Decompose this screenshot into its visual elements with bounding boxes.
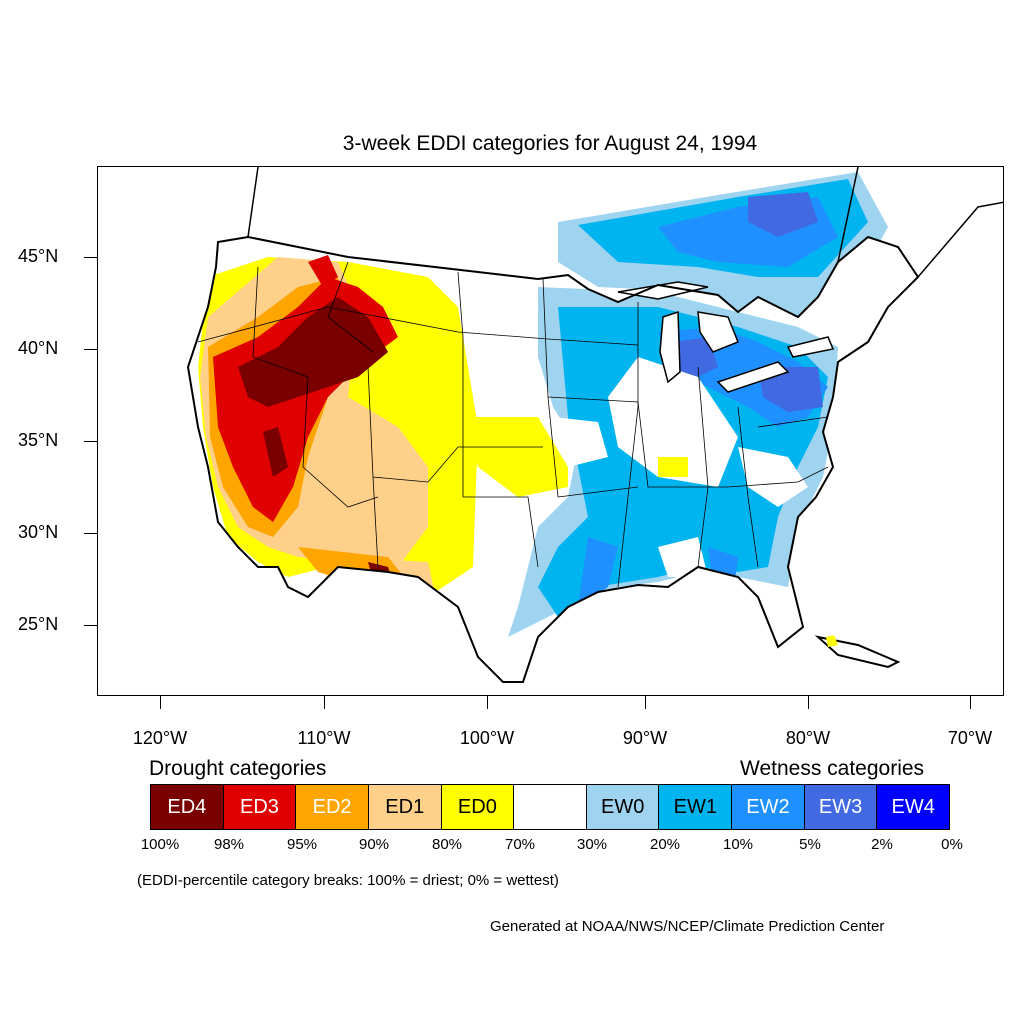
lon-label-90w: 90°W [622, 728, 668, 748]
legend-break: 30% [576, 836, 608, 853]
lon-tick [487, 696, 488, 709]
swatch-label: ED1 [385, 795, 425, 818]
lat-label-35: 35°N [18, 430, 59, 450]
legend-break: 0% [941, 836, 963, 853]
lon-tick [324, 696, 325, 709]
lon-tick [808, 696, 809, 709]
map-panel [97, 166, 1004, 696]
legend-break: 100% [140, 836, 180, 853]
lat-tick [84, 625, 97, 626]
swatch-label: ED4 [167, 795, 207, 818]
legend-swatch-ed4: ED4 [151, 785, 224, 829]
legend-swatch-ew1: EW1 [659, 785, 733, 829]
lat-tick [84, 349, 97, 350]
category-breaks-note: (EDDI-percentile category breaks: 100% =… [137, 872, 559, 889]
legend-break: 20% [649, 836, 681, 853]
lon-label-120w: 120°W [132, 728, 188, 748]
drought-categories-heading: Drought categories [149, 757, 327, 780]
lat-label-25: 25°N [18, 614, 59, 634]
swatch-label: EW4 [891, 795, 935, 818]
lon-tick [160, 696, 161, 709]
legend-color-bar: ED4 ED3 ED2 ED1 ED0 EW0 EW1 EW2 EW3 EW4 [150, 784, 950, 830]
legend-break: 5% [799, 836, 821, 853]
credit-line: Generated at NOAA/NWS/NCEP/Climate Predi… [490, 918, 885, 935]
swatch-label: ED3 [240, 795, 279, 818]
legend-swatch-ew3: EW3 [804, 785, 878, 829]
swatch-label: EW0 [600, 795, 645, 818]
legend-break: 95% [286, 836, 318, 853]
swatch-label: EW2 [746, 795, 790, 818]
lon-label-80w: 80°W [785, 728, 831, 748]
lat-label-40: 40°N [18, 338, 59, 358]
swatch-label: EW3 [818, 795, 863, 818]
legend-swatch-ed1: ED1 [368, 785, 442, 829]
lon-tick [645, 696, 646, 709]
legend-swatch-ew0: EW0 [586, 785, 660, 829]
legend-swatch-ed0: ED0 [441, 785, 515, 829]
lat-tick [84, 533, 97, 534]
legend-swatch-ed2: ED2 [296, 785, 369, 829]
legend-swatch-ew4: EW4 [877, 785, 950, 829]
legend-break: 98% [213, 836, 245, 853]
swatch-label: ED2 [312, 795, 352, 818]
legend-swatch-neutral [514, 785, 587, 829]
lat-tick [84, 257, 97, 258]
lat-label-45: 45°N [18, 246, 59, 266]
lon-label-70w: 70°W [947, 728, 993, 748]
map-title: 3-week EDDI categories for August 24, 19… [342, 132, 758, 155]
legend-break: 90% [358, 836, 390, 853]
legend-break: 2% [871, 836, 893, 853]
swatch-label: ED0 [457, 795, 497, 818]
lon-label-110w: 110°W [297, 728, 351, 748]
swatch-label: EW1 [673, 795, 717, 818]
legend-swatch-ed3: ED3 [223, 785, 297, 829]
wetness-categories-heading: Wetness categories [740, 757, 925, 780]
lon-tick [970, 696, 971, 709]
eddi-map-graphic [186, 167, 1003, 683]
lat-tick [84, 441, 97, 442]
legend-break: 80% [431, 836, 463, 853]
legend-break: 10% [722, 836, 754, 853]
legend-swatch-ew2: EW2 [732, 785, 805, 829]
lat-label-30: 30°N [18, 522, 59, 542]
legend-break: 70% [504, 836, 536, 853]
lon-label-100w: 100°W [459, 728, 515, 748]
